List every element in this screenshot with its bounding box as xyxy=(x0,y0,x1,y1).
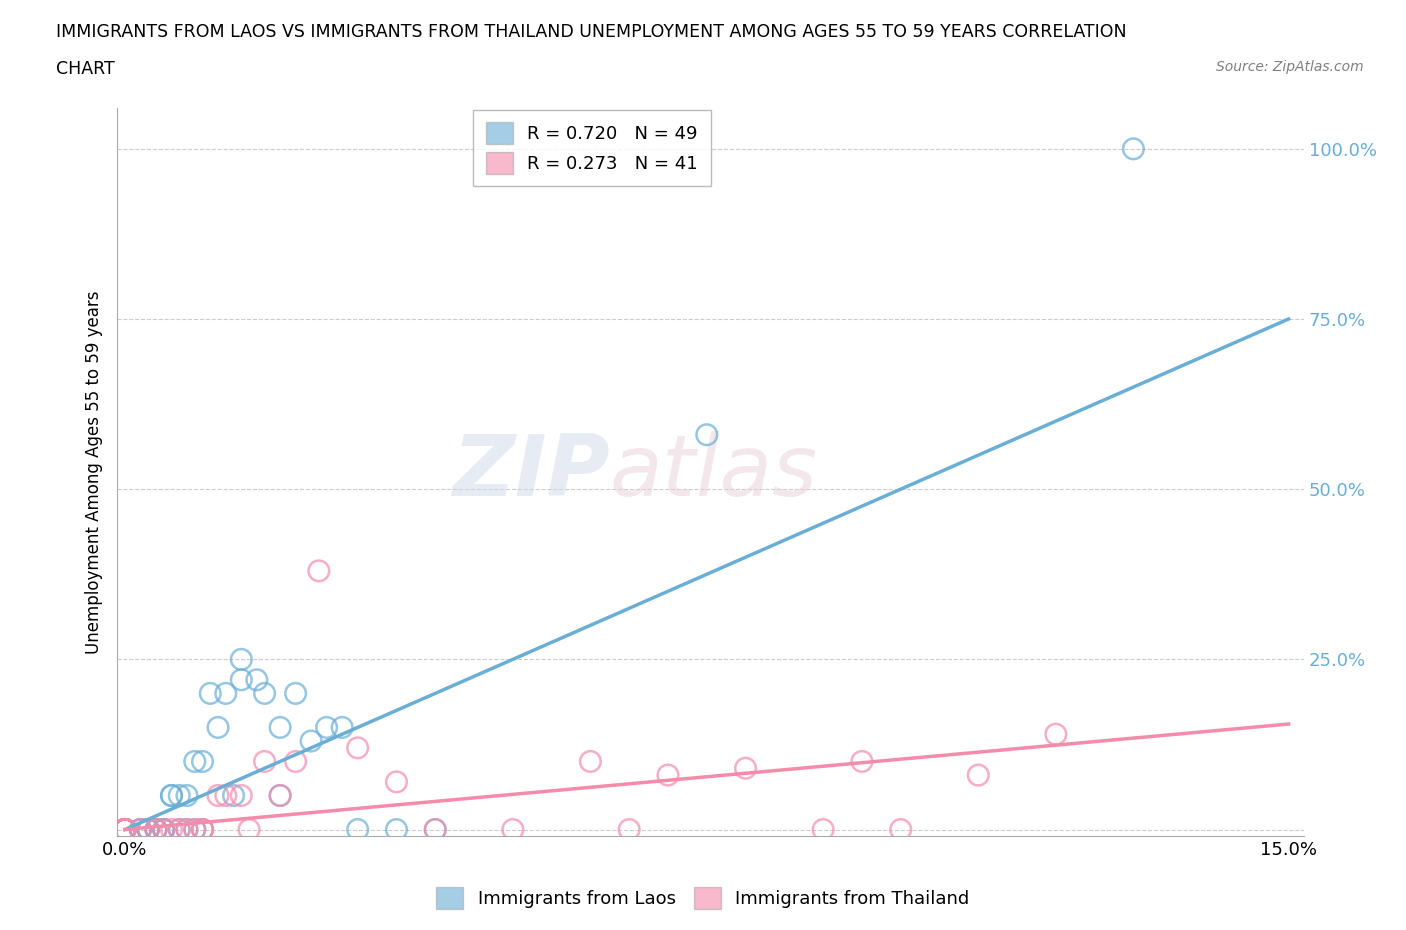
Point xyxy=(136,822,159,837)
Point xyxy=(129,822,152,837)
Point xyxy=(851,754,873,769)
Point xyxy=(315,720,337,735)
Legend: Immigrants from Laos, Immigrants from Thailand: Immigrants from Laos, Immigrants from Th… xyxy=(429,880,977,916)
Point xyxy=(238,822,260,837)
Point xyxy=(114,822,136,837)
Point xyxy=(231,652,253,667)
Point xyxy=(385,822,408,837)
Point xyxy=(114,822,136,837)
Point xyxy=(207,720,229,735)
Point xyxy=(152,822,174,837)
Point xyxy=(1122,141,1144,156)
Point xyxy=(184,822,207,837)
Point xyxy=(152,822,174,837)
Point xyxy=(114,822,136,837)
Point xyxy=(152,822,174,837)
Point xyxy=(617,822,640,837)
Point xyxy=(191,822,214,837)
Point xyxy=(167,788,190,803)
Point xyxy=(284,686,307,701)
Point xyxy=(114,822,136,837)
Point xyxy=(330,720,353,735)
Point xyxy=(200,686,222,701)
Point xyxy=(167,822,190,837)
Point xyxy=(129,822,152,837)
Point xyxy=(176,788,198,803)
Point xyxy=(160,788,183,803)
Point xyxy=(657,767,679,782)
Point xyxy=(129,822,152,837)
Point xyxy=(191,822,214,837)
Point xyxy=(215,788,238,803)
Point xyxy=(152,822,174,837)
Point xyxy=(246,672,269,687)
Text: atlas: atlas xyxy=(610,431,818,513)
Point xyxy=(269,788,291,803)
Point xyxy=(136,822,159,837)
Point xyxy=(231,788,253,803)
Text: CHART: CHART xyxy=(56,60,115,78)
Point xyxy=(222,788,245,803)
Point xyxy=(136,822,159,837)
Point xyxy=(385,775,408,790)
Point xyxy=(253,754,276,769)
Point xyxy=(191,822,214,837)
Point xyxy=(114,822,136,837)
Point xyxy=(160,788,183,803)
Point xyxy=(346,740,368,755)
Point xyxy=(967,767,990,782)
Point xyxy=(215,686,238,701)
Point xyxy=(191,754,214,769)
Point xyxy=(1045,727,1067,742)
Point xyxy=(114,822,136,837)
Point xyxy=(114,822,136,837)
Point xyxy=(346,822,368,837)
Point xyxy=(145,822,167,837)
Text: Source: ZipAtlas.com: Source: ZipAtlas.com xyxy=(1216,60,1364,74)
Point xyxy=(299,734,322,749)
Point xyxy=(308,564,330,578)
Text: IMMIGRANTS FROM LAOS VS IMMIGRANTS FROM THAILAND UNEMPLOYMENT AMONG AGES 55 TO 5: IMMIGRANTS FROM LAOS VS IMMIGRANTS FROM … xyxy=(56,23,1126,41)
Point xyxy=(145,822,167,837)
Point xyxy=(114,822,136,837)
Point xyxy=(114,822,136,837)
Point xyxy=(696,427,718,442)
Point xyxy=(160,822,183,837)
Point xyxy=(114,822,136,837)
Point xyxy=(114,822,136,837)
Point xyxy=(114,822,136,837)
Point xyxy=(284,754,307,769)
Point xyxy=(145,822,167,837)
Point xyxy=(207,788,229,803)
Text: ZIP: ZIP xyxy=(453,431,610,513)
Point xyxy=(253,686,276,701)
Point xyxy=(734,761,756,776)
Point xyxy=(167,822,190,837)
Point xyxy=(114,822,136,837)
Point xyxy=(114,822,136,837)
Point xyxy=(114,822,136,837)
Point xyxy=(114,822,136,837)
Point xyxy=(114,822,136,837)
Point xyxy=(231,672,253,687)
Point xyxy=(425,822,447,837)
Y-axis label: Unemployment Among Ages 55 to 59 years: Unemployment Among Ages 55 to 59 years xyxy=(86,290,103,654)
Point xyxy=(890,822,912,837)
Point xyxy=(136,822,159,837)
Point xyxy=(502,822,524,837)
Point xyxy=(176,822,198,837)
Point xyxy=(425,822,447,837)
Point xyxy=(114,822,136,837)
Legend: R = 0.720   N = 49, R = 0.273   N = 41: R = 0.720 N = 49, R = 0.273 N = 41 xyxy=(474,110,710,186)
Point xyxy=(176,822,198,837)
Point xyxy=(269,788,291,803)
Point xyxy=(114,822,136,837)
Point xyxy=(184,822,207,837)
Point xyxy=(269,720,291,735)
Point xyxy=(184,754,207,769)
Point xyxy=(114,822,136,837)
Point xyxy=(579,754,602,769)
Point xyxy=(811,822,834,837)
